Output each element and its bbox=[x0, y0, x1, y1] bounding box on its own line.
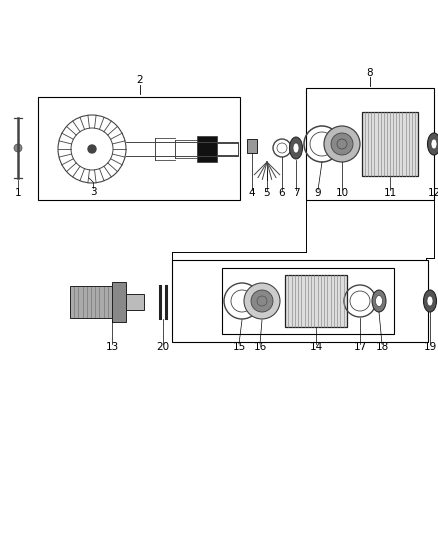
Ellipse shape bbox=[372, 290, 386, 312]
Text: 17: 17 bbox=[353, 342, 367, 352]
Bar bbox=[126, 294, 144, 310]
Text: 4: 4 bbox=[249, 188, 255, 198]
Ellipse shape bbox=[375, 295, 382, 306]
Bar bbox=[306, 88, 434, 200]
Circle shape bbox=[14, 144, 22, 152]
Bar bbox=[285, 275, 347, 327]
Text: 2: 2 bbox=[137, 75, 143, 85]
Ellipse shape bbox=[431, 139, 437, 149]
Ellipse shape bbox=[290, 137, 303, 159]
Ellipse shape bbox=[427, 133, 438, 155]
Text: 14: 14 bbox=[309, 342, 323, 352]
Circle shape bbox=[251, 290, 273, 312]
Text: 9: 9 bbox=[314, 188, 321, 198]
Text: 19: 19 bbox=[424, 342, 437, 352]
Text: 3: 3 bbox=[90, 187, 96, 197]
Text: 7: 7 bbox=[293, 188, 299, 198]
Text: 1: 1 bbox=[15, 188, 21, 198]
Text: 5: 5 bbox=[264, 188, 270, 198]
Circle shape bbox=[331, 133, 353, 155]
Text: 11: 11 bbox=[383, 188, 397, 198]
Text: 20: 20 bbox=[156, 342, 170, 352]
Bar bbox=[362, 112, 418, 176]
Text: 13: 13 bbox=[106, 342, 119, 352]
Circle shape bbox=[244, 283, 280, 319]
Bar bbox=[222, 268, 394, 334]
Text: 8: 8 bbox=[367, 68, 373, 78]
Bar bbox=[247, 139, 257, 153]
Bar bbox=[112, 282, 126, 322]
Text: 18: 18 bbox=[375, 342, 389, 352]
Circle shape bbox=[324, 126, 360, 162]
Text: 10: 10 bbox=[336, 188, 349, 198]
Bar bbox=[38, 97, 240, 200]
Bar bbox=[197, 136, 217, 162]
Circle shape bbox=[88, 145, 96, 153]
Ellipse shape bbox=[293, 143, 299, 153]
Text: 12: 12 bbox=[427, 188, 438, 198]
Text: 6: 6 bbox=[279, 188, 285, 198]
Ellipse shape bbox=[427, 296, 433, 306]
Ellipse shape bbox=[424, 290, 437, 312]
Text: 16: 16 bbox=[253, 342, 267, 352]
Text: 15: 15 bbox=[233, 342, 246, 352]
Bar bbox=[70, 286, 112, 318]
Bar bbox=[172, 260, 428, 342]
